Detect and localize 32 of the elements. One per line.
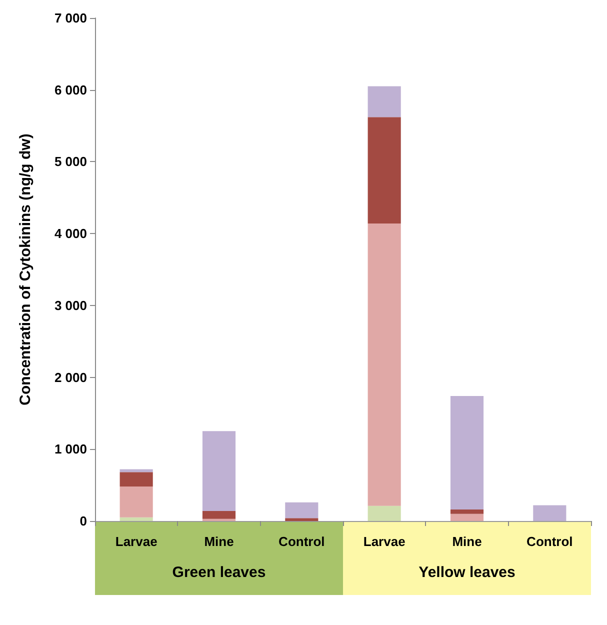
bar (533, 505, 566, 521)
y-tick-label: 0 (80, 514, 87, 528)
y-tick-label: 5 000 (54, 154, 87, 170)
bar (450, 514, 484, 521)
text: Green leaves (172, 564, 266, 581)
bar (120, 486, 153, 518)
bar (285, 518, 318, 521)
x-tick-label: Larvae (115, 534, 158, 549)
bar (120, 517, 153, 521)
x-tick-label: Mine (204, 534, 234, 549)
x-tick-label: Larvae (363, 534, 406, 549)
y-tick-label: 3 000 (54, 298, 87, 313)
bar (450, 510, 484, 514)
bar (368, 86, 401, 118)
bar (285, 502, 318, 518)
bar (368, 506, 401, 521)
bar (368, 224, 401, 506)
bar (368, 117, 401, 224)
y-tick-label: 4 000 (54, 226, 87, 242)
y-tick-label: 6 000 (54, 82, 87, 98)
x-tick-label: Mine (452, 534, 482, 549)
bar (202, 510, 236, 519)
y-axis-title: Concentration of Cytokinins (ng/g dw) (17, 134, 34, 406)
y-tick-label: 1 000 (54, 442, 87, 457)
bar (202, 431, 236, 511)
x-tick-label: Control (278, 534, 325, 549)
y-tick-label: 7 000 (54, 10, 87, 26)
x-tick-label: Control (526, 534, 573, 549)
y-tick-label: 2 000 (54, 370, 87, 385)
text: Yellow leaves (418, 564, 516, 581)
bar (450, 396, 484, 510)
bar (120, 472, 153, 487)
